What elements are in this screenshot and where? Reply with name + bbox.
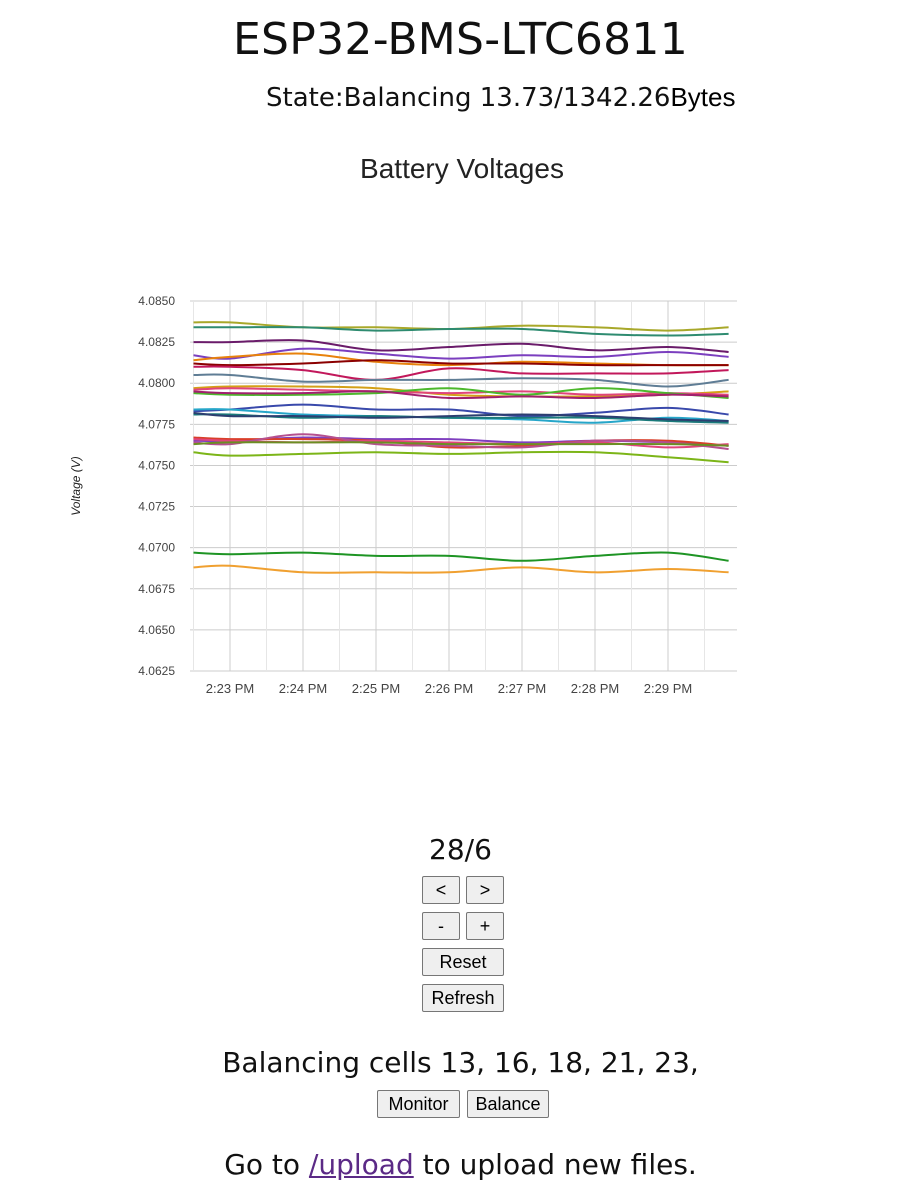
y-tick-label: 4.0625 xyxy=(138,664,175,678)
reset-button[interactable]: Reset xyxy=(422,948,504,976)
y-tick-label: 4.0825 xyxy=(138,335,175,349)
x-tick-label: 2:24 PM xyxy=(279,681,327,696)
state-unit: Bytes xyxy=(670,82,736,112)
balance-button[interactable]: Balance xyxy=(467,1090,549,1118)
x-tick-label: 2:29 PM xyxy=(644,681,692,696)
battery-voltage-chart: Battery Voltages 4.0850 4.0825 4.0800 4.077… xyxy=(69,153,737,696)
zoom-out-button[interactable]: - xyxy=(422,912,460,940)
x-tick-label: 2:28 PM xyxy=(571,681,619,696)
y-tick-label: 4.0850 xyxy=(138,294,175,308)
y-tick-label: 4.0650 xyxy=(138,623,175,637)
series-line-2 xyxy=(193,326,729,337)
series-line-8 xyxy=(193,373,729,388)
y-tick-label: 4.0700 xyxy=(138,541,175,555)
chart-grid xyxy=(190,300,737,672)
series-line-12 xyxy=(193,390,729,400)
series-line-21 xyxy=(193,441,729,447)
x-tick-label: 2:25 PM xyxy=(352,681,400,696)
state-text: State:Balancing 13.73/1342.26 xyxy=(266,83,671,113)
footer-suffix: to upload new files. xyxy=(413,1148,697,1181)
y-tick-label: 4.0750 xyxy=(138,458,175,472)
y-axis-ticks: 4.0850 4.0825 4.0800 4.0775 4.0750 4.0725 4.07… xyxy=(138,294,175,678)
y-axis-label: Voltage (V) xyxy=(69,456,83,516)
x-tick-label: 2:23 PM xyxy=(206,681,254,696)
series-line-7 xyxy=(193,365,729,381)
chart-series xyxy=(193,321,729,574)
series-line-6 xyxy=(193,359,729,367)
series-line-24 xyxy=(193,564,729,574)
y-tick-label: 4.0725 xyxy=(138,500,175,514)
x-axis-ticks: 2:23 PM 2:24 PM 2:25 PM 2:26 PM 2:27 PM 2:28 … xyxy=(206,681,692,696)
page-title: ESP32-BMS-LTC6811 xyxy=(232,14,689,65)
y-tick-label: 4.0675 xyxy=(138,582,175,596)
series-line-16 xyxy=(193,411,729,422)
series-line-23 xyxy=(193,551,729,562)
x-tick-label: 2:26 PM xyxy=(425,681,473,696)
series-line-10 xyxy=(193,387,729,396)
state-status: State:Balancing 13.73/1342.26Bytes xyxy=(266,82,736,113)
series-line-11 xyxy=(193,387,729,399)
series-line-3 xyxy=(193,339,729,353)
monitor-button[interactable]: Monitor xyxy=(377,1090,460,1118)
page-indicator: 28/6 xyxy=(429,833,492,866)
prev-button[interactable]: < xyxy=(422,876,460,904)
upload-link[interactable]: /upload xyxy=(308,1148,414,1181)
y-tick-label: 4.0800 xyxy=(138,376,175,390)
chart-title: Battery Voltages xyxy=(360,153,564,184)
footer-prefix: Go to xyxy=(224,1148,309,1181)
series-line-13 xyxy=(193,403,729,418)
balancing-status: Balancing cells 13, 16, 18, 21, 23, xyxy=(222,1046,699,1079)
refresh-button[interactable]: Refresh xyxy=(422,984,504,1012)
next-button[interactable]: > xyxy=(466,876,504,904)
y-tick-label: 4.0775 xyxy=(138,417,175,431)
x-tick-label: 2:27 PM xyxy=(498,681,546,696)
zoom-in-button[interactable]: + xyxy=(466,912,504,940)
series-line-20 xyxy=(193,433,729,450)
series-line-22 xyxy=(193,450,729,464)
footer-text: Go to /upload to upload new files. xyxy=(0,1148,921,1181)
